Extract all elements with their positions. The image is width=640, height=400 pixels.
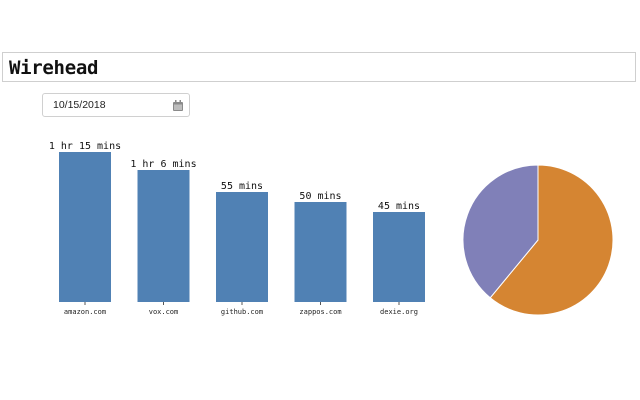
bar-dexie-org[interactable] (373, 212, 425, 302)
bar-data-label: 1 hr 15 mins (49, 141, 121, 152)
x-tick-label: zappos.com (299, 308, 341, 316)
x-tick-label: amazon.com (64, 308, 106, 316)
bar-zappos-com[interactable] (294, 202, 347, 302)
date-value: 10/15/2018 (53, 99, 106, 111)
app-title: Wirehead (9, 57, 99, 79)
x-tick-label: github.com (221, 308, 263, 316)
bar-data-label: 1 hr 6 mins (130, 159, 196, 170)
pie-slice-1[interactable] (489, 164, 614, 316)
bar-vox-com[interactable] (137, 170, 190, 302)
bar-data-label: 50 mins (299, 191, 341, 202)
bar-chart: 1 hr 15 mins amazon.com 1 hr 6 mins vox.com… (49, 141, 425, 316)
bar-data-label: 45 mins (378, 201, 420, 212)
app-header: Wirehead (2, 52, 636, 82)
x-tick-label: dexie.org (380, 308, 418, 316)
bar-amazon-com[interactable] (59, 152, 111, 302)
pie-chart (462, 164, 614, 316)
bar-data-label: 55 mins (221, 181, 263, 192)
bar-github-com[interactable] (216, 192, 268, 302)
x-tick-label: vox.com (149, 308, 179, 316)
date-input[interactable]: 10/15/2018 (42, 93, 190, 117)
pie-slice-2[interactable] (462, 164, 539, 299)
calendar-icon[interactable] (173, 100, 183, 111)
